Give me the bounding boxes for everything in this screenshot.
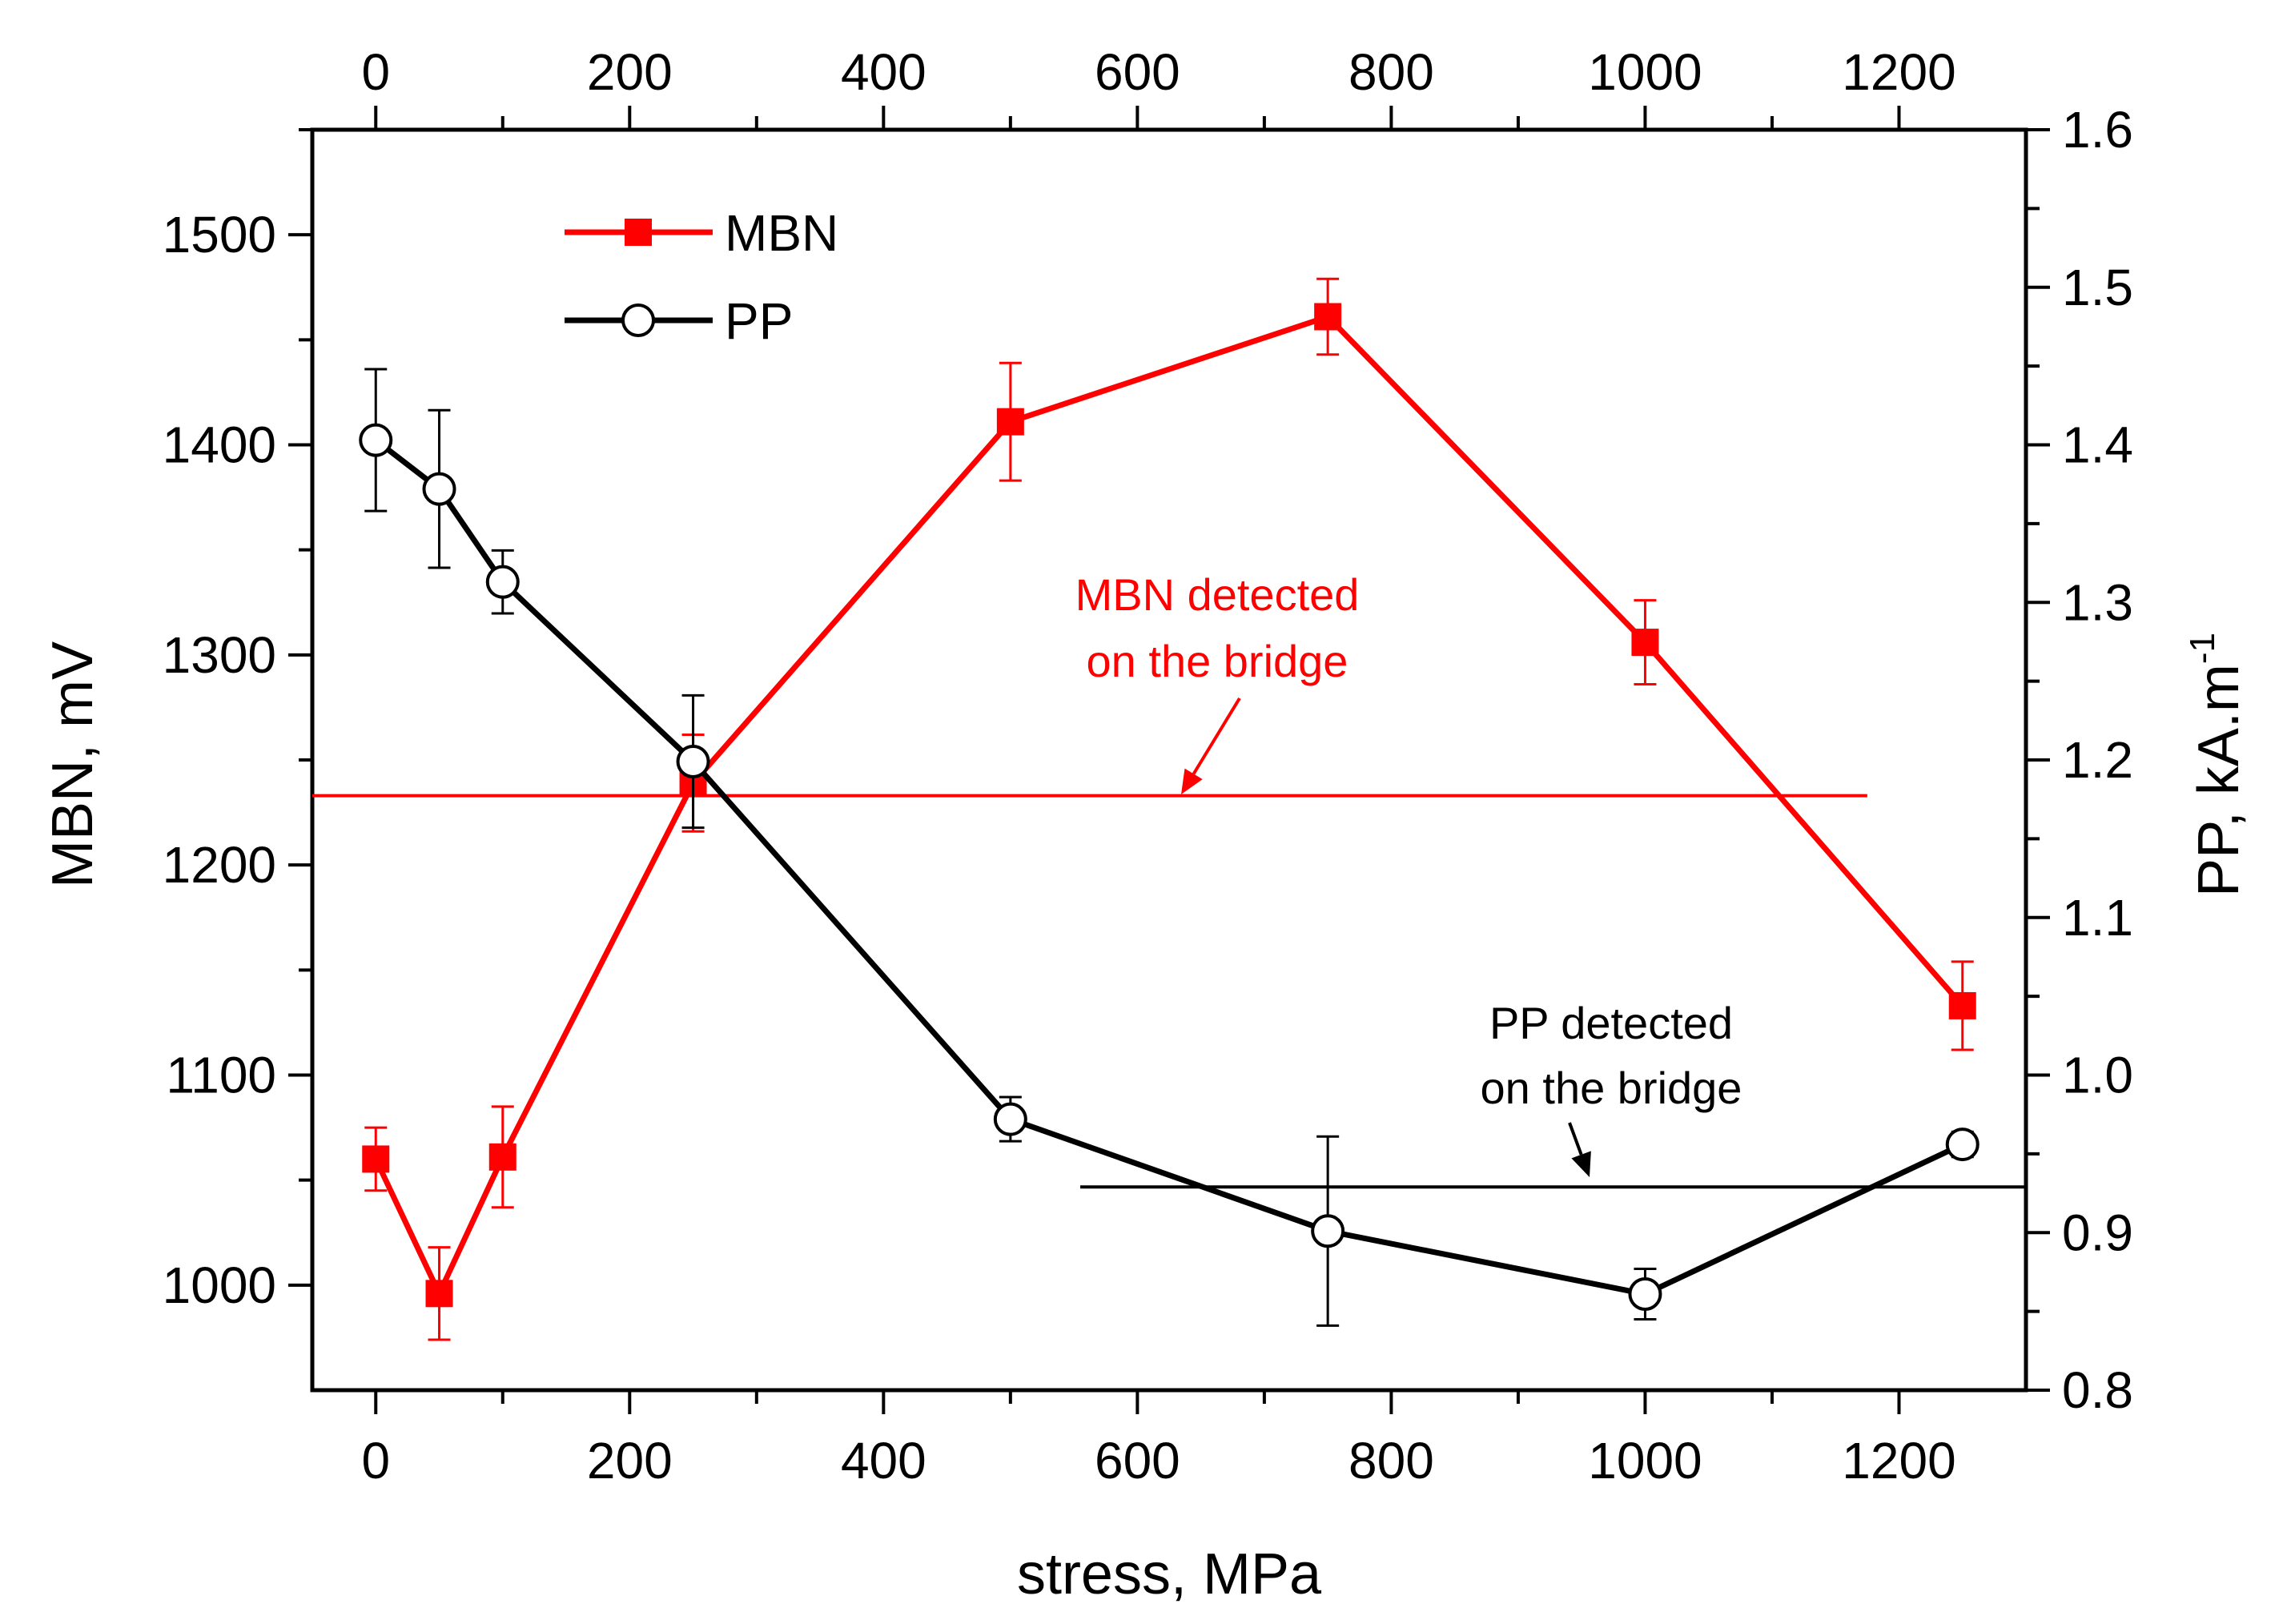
data-point-mbn	[1631, 629, 1659, 657]
data-point-pp	[1311, 1214, 1345, 1248]
annotation-arrow-head	[1181, 768, 1203, 794]
y-left-tick-label: 1300	[163, 626, 276, 684]
data-point-mbn	[1948, 991, 1976, 1019]
legend: MBN PP	[565, 204, 838, 350]
data-point-mbn	[425, 1280, 453, 1308]
x-tick-label-top: 600	[1095, 43, 1180, 101]
x-tick-label-bottom: 600	[1095, 1432, 1180, 1489]
x-tick-label-top: 0	[361, 43, 390, 101]
series-line-pp	[374, 437, 1964, 1297]
y-right-tick-label: 1.2	[2062, 731, 2133, 789]
y-right-tick-label: 1.5	[2062, 259, 2133, 316]
x-tick-label-bottom: 400	[841, 1432, 926, 1489]
y-right-axis-title-superscript: -1	[2183, 633, 2222, 664]
series-line-mbn	[373, 313, 1965, 1296]
y-right-tick-label: 0.8	[2062, 1361, 2133, 1419]
x-tick-label-bottom: 0	[361, 1432, 390, 1489]
x-tick-label-bottom: 800	[1348, 1432, 1434, 1489]
x-axis-title: stress, MPa	[1017, 1542, 1322, 1606]
legend-marker-mbn	[625, 219, 652, 246]
annotation-text-line1: PP detected	[1489, 998, 1733, 1048]
y-left-tick-label: 1100	[166, 1047, 276, 1104]
y-right-axis-title: PP, kA.m-1	[2183, 633, 2251, 897]
data-point-pp	[359, 423, 393, 457]
annotations-group: MBN detected on the bridge PP detected on t…	[1075, 569, 1742, 1177]
data-point-mbn	[996, 408, 1024, 436]
x-tick-label-top: 800	[1348, 43, 1434, 101]
x-tick-label-top: 1000	[1588, 43, 1702, 101]
data-point-mbn	[488, 1143, 516, 1171]
y-right-tick-label: 0.9	[2062, 1204, 2133, 1261]
data-point-pp	[1628, 1276, 1662, 1311]
y-left-tick-label: 1200	[163, 836, 276, 894]
legend-label-mbn: MBN	[725, 204, 838, 262]
legend-label-pp: PP	[725, 292, 793, 350]
y-right-tick-label: 1.6	[2062, 101, 2133, 159]
data-point-mbn	[362, 1145, 390, 1173]
x-tick-label-bottom: 200	[587, 1432, 673, 1489]
data-point-pp	[422, 472, 456, 506]
series-group	[359, 277, 1980, 1341]
axes-group: 0 0 200 200 400 400 600 600 800 800 1000 1000 1200 12…	[163, 43, 2133, 1489]
annotation-text-line2: on the bridge	[1481, 1063, 1742, 1113]
y-left-tick-label: 1500	[163, 206, 276, 263]
x-tick-label-top: 1200	[1842, 43, 1955, 101]
annotation-text-line2: on the bridge	[1087, 636, 1348, 686]
data-point-pp	[993, 1102, 1027, 1136]
annotation-arrow-shaft	[1192, 697, 1241, 775]
x-tick-label-bottom: 1200	[1842, 1432, 1955, 1489]
data-point-pp	[485, 565, 520, 599]
y-right-tick-label: 1.1	[2062, 889, 2133, 947]
y-left-tick-label: 1400	[163, 416, 276, 474]
x-tick-label-bottom: 1000	[1588, 1432, 1702, 1489]
y-right-axis-title-main: PP, kA.m	[2187, 664, 2251, 897]
data-point-mbn	[1314, 303, 1342, 331]
annotation-text-line1: MBN detected	[1075, 569, 1360, 620]
y-right-tick-label: 1.3	[2062, 573, 2133, 631]
y-right-tick-label: 1.0	[2062, 1047, 2133, 1104]
y-left-tick-label: 1000	[163, 1256, 276, 1314]
y-right-tick-label: 1.4	[2062, 416, 2133, 474]
data-point-pp	[676, 744, 710, 778]
x-tick-label-top: 400	[841, 43, 926, 101]
data-point-pp	[1945, 1128, 1980, 1162]
y-left-axis-title: MBN, mV	[41, 641, 105, 888]
annotation-arrow-shaft	[1568, 1122, 1583, 1156]
annotation-arrow-head	[1571, 1151, 1591, 1177]
legend-marker-pp	[621, 303, 655, 337]
x-tick-label-top: 200	[587, 43, 673, 101]
